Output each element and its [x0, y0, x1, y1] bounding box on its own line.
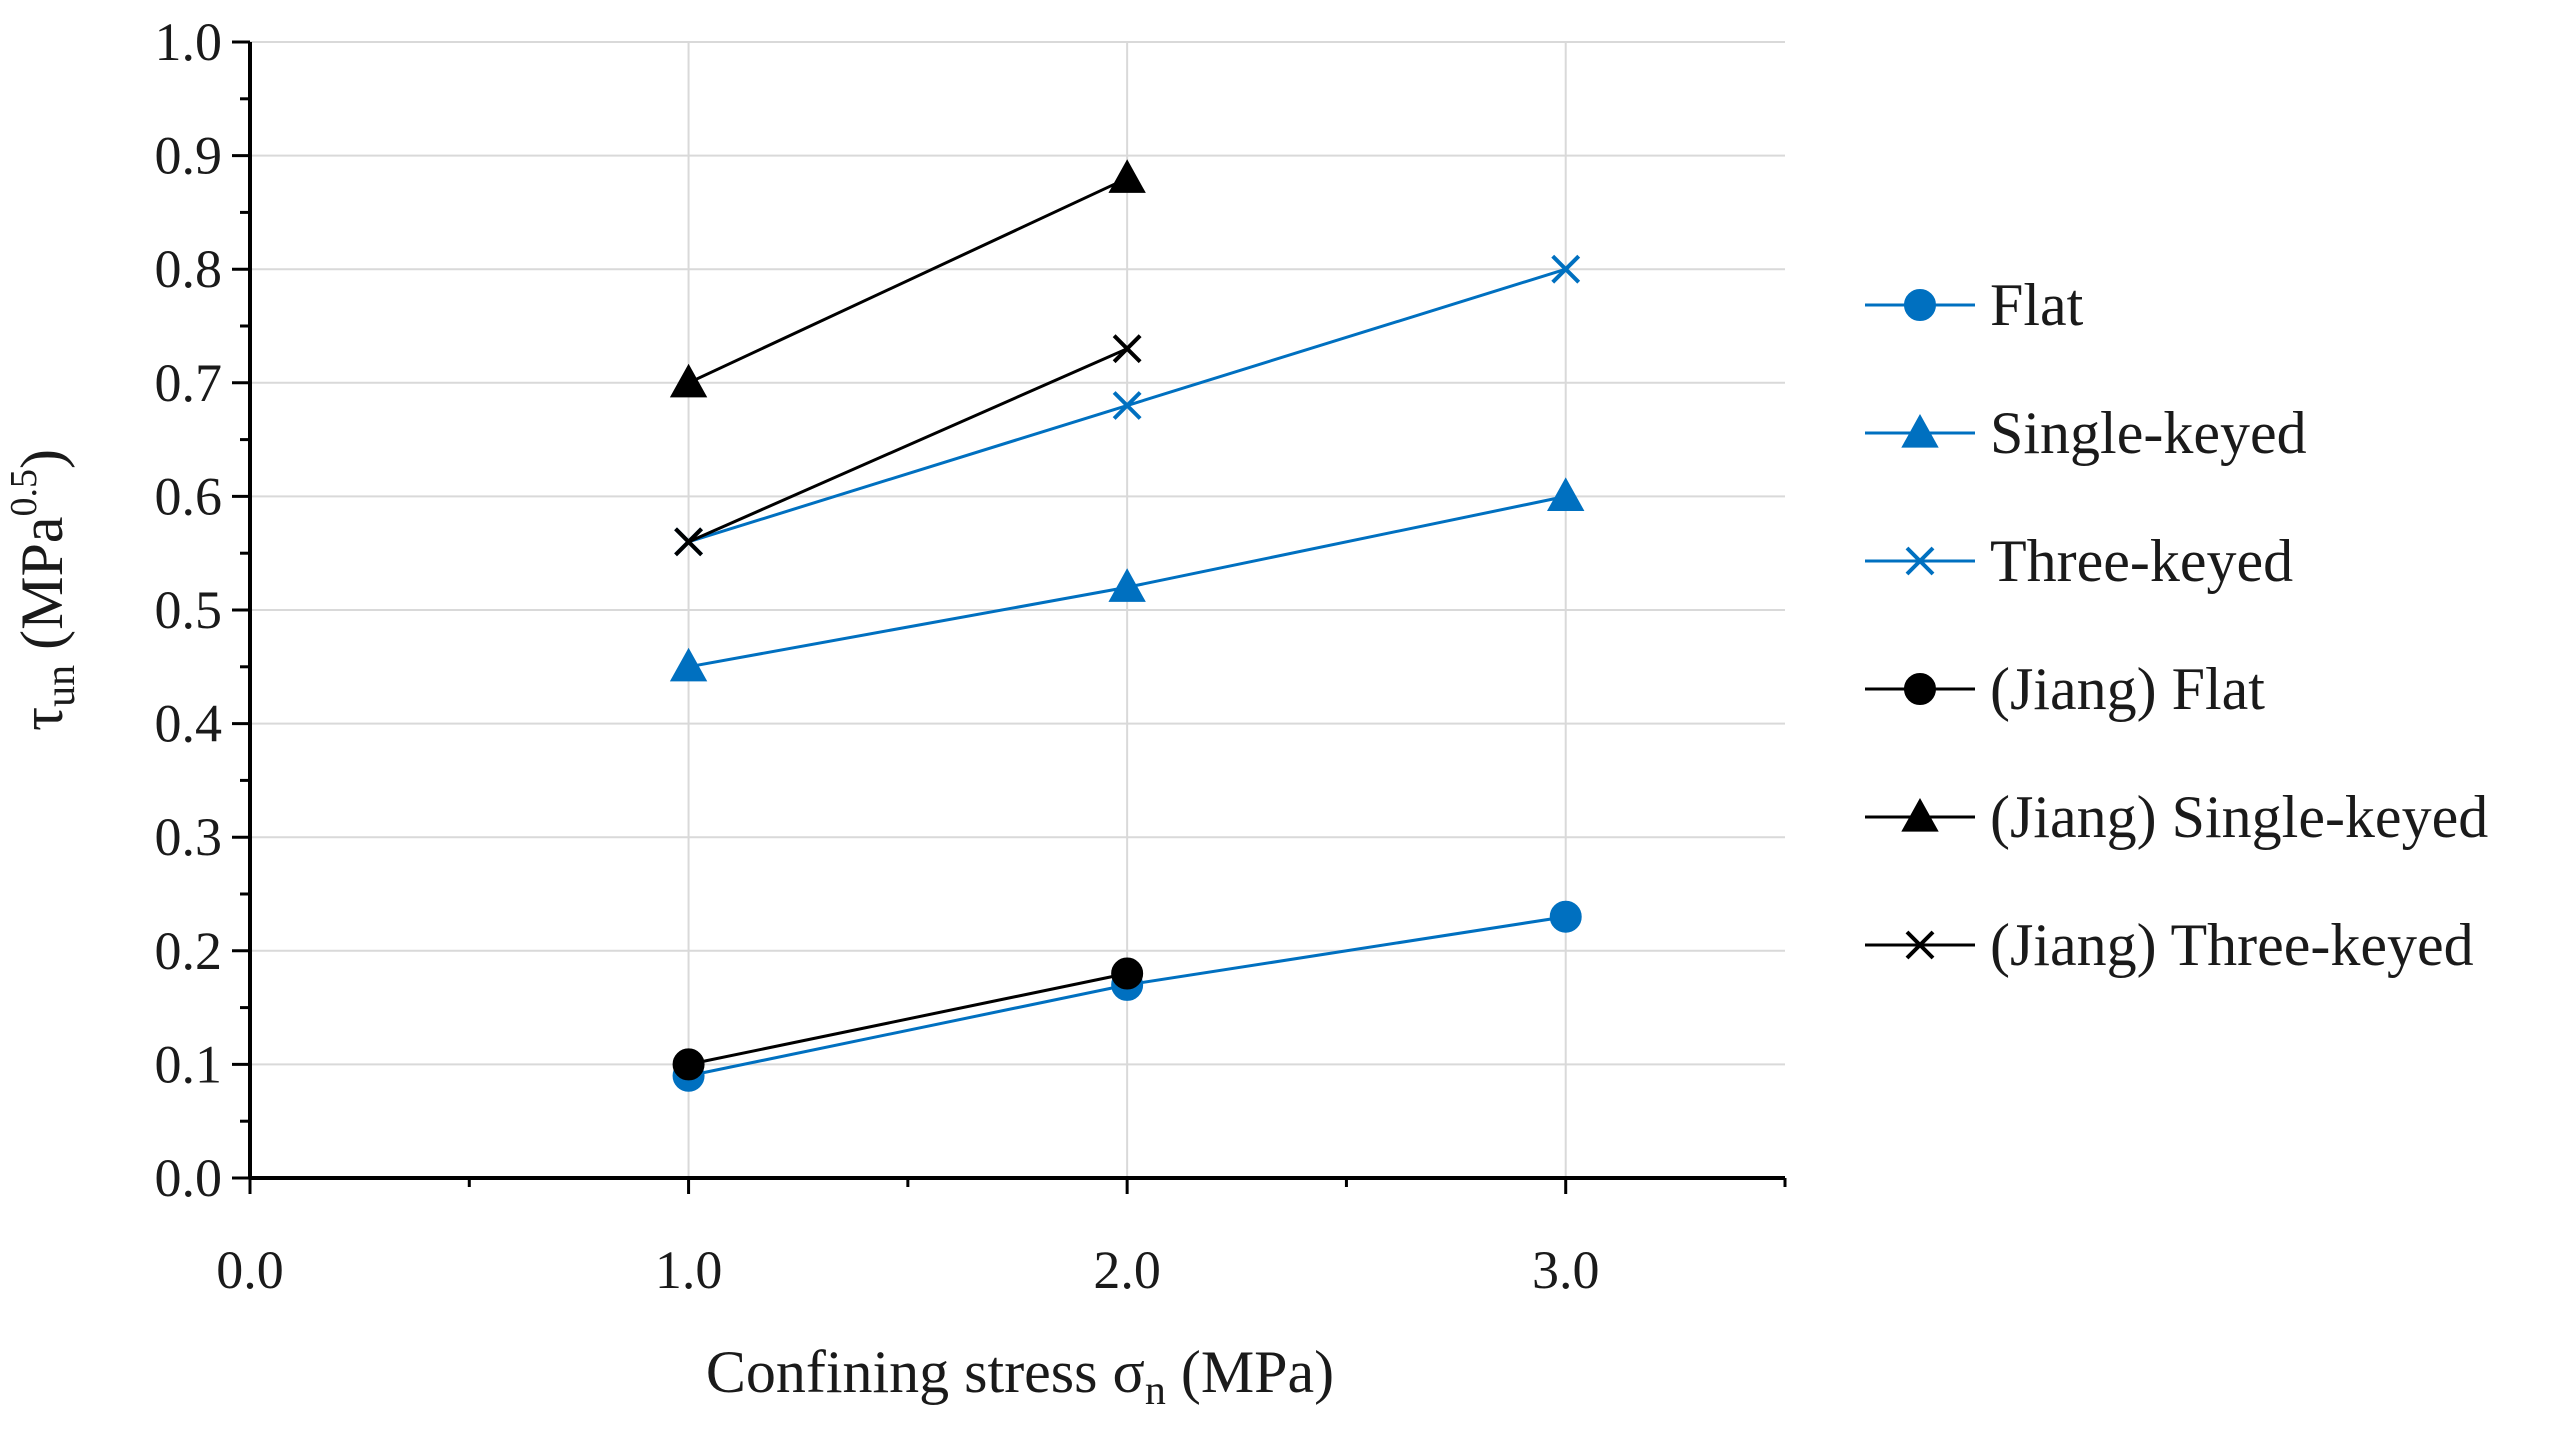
data-point — [1549, 900, 1582, 933]
y-tick-label: 0.4 — [155, 694, 223, 754]
data-point — [669, 647, 708, 682]
y-axis-title-unit-pre: (MPa — [9, 517, 75, 665]
legend-marker — [1904, 289, 1936, 321]
y-tick-label: 0.6 — [155, 466, 223, 526]
data-point — [1112, 391, 1142, 420]
legend-marker — [1901, 413, 1939, 448]
legend-item: Single-keyed — [1865, 400, 2307, 466]
y-tick-label: 0.3 — [155, 807, 223, 867]
legend-label: (Jiang) Flat — [1990, 656, 2265, 722]
x-axis-title-sub: n — [1145, 1368, 1166, 1414]
data-point — [1108, 568, 1146, 602]
y-tick-label: 0.7 — [155, 353, 223, 413]
y-axis-title-unit-post: ) — [9, 449, 75, 469]
legend-item: (Jiang) Single-keyed — [1865, 784, 2488, 850]
legend-label: Three-keyed — [1990, 528, 2293, 594]
series-line — [688, 972, 1128, 1066]
y-axis-title-main: τ — [9, 707, 75, 731]
legend: Flat Single-keyed Three-keyed (Jiang) Flat (… — [1865, 272, 2488, 978]
legend-item: Three-keyed — [1865, 528, 2293, 594]
x-tick-label: 0.0 — [216, 1240, 284, 1300]
legend-marker — [1905, 546, 1935, 576]
axes — [232, 40, 1787, 1194]
data-point — [1551, 254, 1581, 284]
data-point — [1111, 957, 1144, 990]
series-3 — [672, 957, 1144, 1081]
y-tick-label: 0.9 — [155, 126, 223, 186]
data-point — [672, 1048, 705, 1081]
legend-item: (Jiang) Flat — [1865, 656, 2265, 722]
legend-marker — [1905, 930, 1935, 960]
data-point — [1112, 334, 1142, 364]
x-axis-title: Confining stress σn (MPa) — [706, 1339, 1334, 1414]
legend-item: Flat — [1865, 272, 2084, 338]
y-axis-title-sup: 0.5 — [3, 469, 45, 517]
x-tick-label: 1.0 — [655, 1240, 723, 1300]
x-axis-title-main: Confining stress σ — [706, 1339, 1145, 1405]
legend-label: Flat — [1990, 272, 2084, 338]
y-tick-label: 0.1 — [155, 1034, 223, 1094]
y-tick-label: 0.8 — [155, 239, 223, 299]
x-tick-label: 3.0 — [1532, 1240, 1600, 1300]
data-point — [1547, 477, 1585, 511]
data-point — [674, 527, 703, 557]
y-axis-title-sub: un — [38, 665, 84, 707]
series-4 — [669, 159, 1146, 398]
y-tick-label: 0.5 — [155, 580, 223, 640]
legend-label: Single-keyed — [1990, 400, 2307, 466]
plot-series — [669, 159, 1585, 1092]
data-point — [1108, 159, 1146, 193]
grid-lines — [250, 41, 1785, 1178]
legend-item: (Jiang) Three-keyed — [1865, 912, 2474, 978]
series-1 — [669, 477, 1585, 682]
x-axis-title-unit: (MPa) — [1166, 1339, 1334, 1405]
legend-marker — [1901, 797, 1939, 832]
y-tick-label: 0.2 — [155, 921, 223, 981]
data-point — [669, 363, 708, 398]
legend-label: (Jiang) Three-keyed — [1990, 912, 2474, 978]
series-5 — [674, 334, 1142, 557]
series-line — [687, 176, 1128, 385]
y-axis-title: τun (MPa0.5) — [3, 449, 84, 731]
y-tick-label: 1.0 — [155, 12, 223, 72]
y-tick-label: 0.0 — [155, 1148, 223, 1208]
tick-labels: 0.0 0.1 0.2 0.3 0.4 0.5 0.6 0.7 0.8 0.9 1.0 0.0 1.0 2… — [155, 12, 1600, 1300]
x-tick-label: 2.0 — [1093, 1240, 1161, 1300]
series-line — [687, 347, 1128, 544]
legend-marker — [1904, 673, 1936, 705]
legend-label: (Jiang) Single-keyed — [1990, 784, 2488, 850]
